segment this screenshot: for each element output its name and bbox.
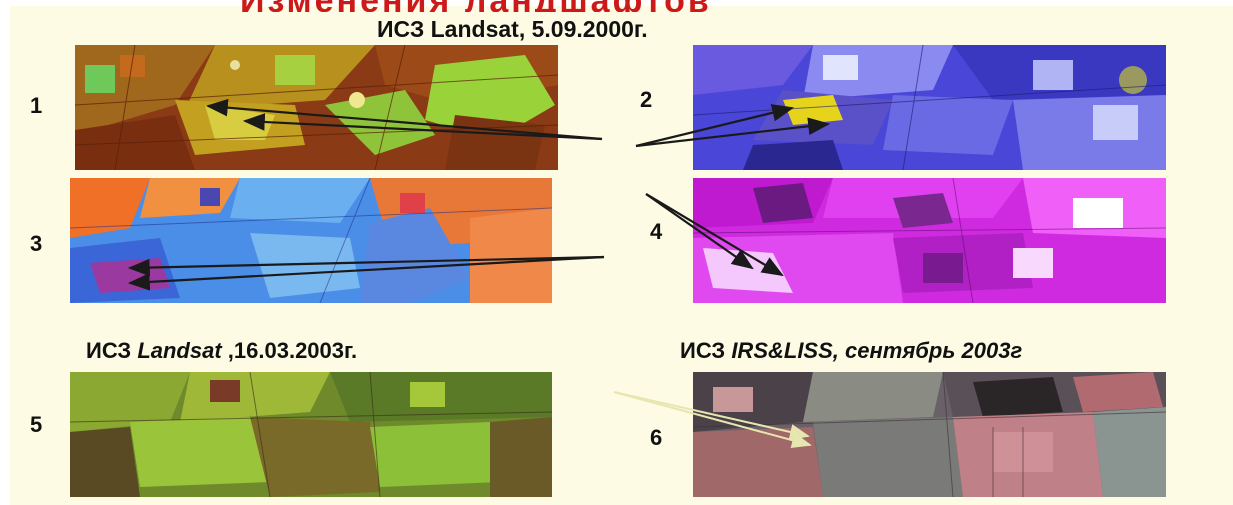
panel-label-3: 3 xyxy=(30,231,43,256)
satellite-image-4 xyxy=(693,178,1166,303)
header-bottom-right: ИСЗ IRS&LISS, сентябрь 2003г xyxy=(680,338,1023,363)
satellite-image-3 xyxy=(70,178,552,303)
satellite-image-5 xyxy=(70,372,552,497)
header-top: ИСЗ Landsat, 5.09.2000г. xyxy=(377,16,648,42)
panel-label-4: 4 xyxy=(650,219,663,244)
panel-label-1: 1 xyxy=(30,93,43,118)
header-bottom-left: ИСЗ Landsat ,16.03.2003г. xyxy=(86,338,358,363)
panel-label-6: 6 xyxy=(650,425,663,450)
panel-label-5: 5 xyxy=(30,412,43,437)
slide-title-cropped: Изменения ландшафтов xyxy=(240,0,980,12)
satellite-image-1 xyxy=(75,45,558,170)
top-strip xyxy=(0,0,1233,6)
satellite-image-6 xyxy=(693,372,1166,497)
panel-label-2: 2 xyxy=(640,87,653,112)
satellite-image-2 xyxy=(693,45,1166,170)
